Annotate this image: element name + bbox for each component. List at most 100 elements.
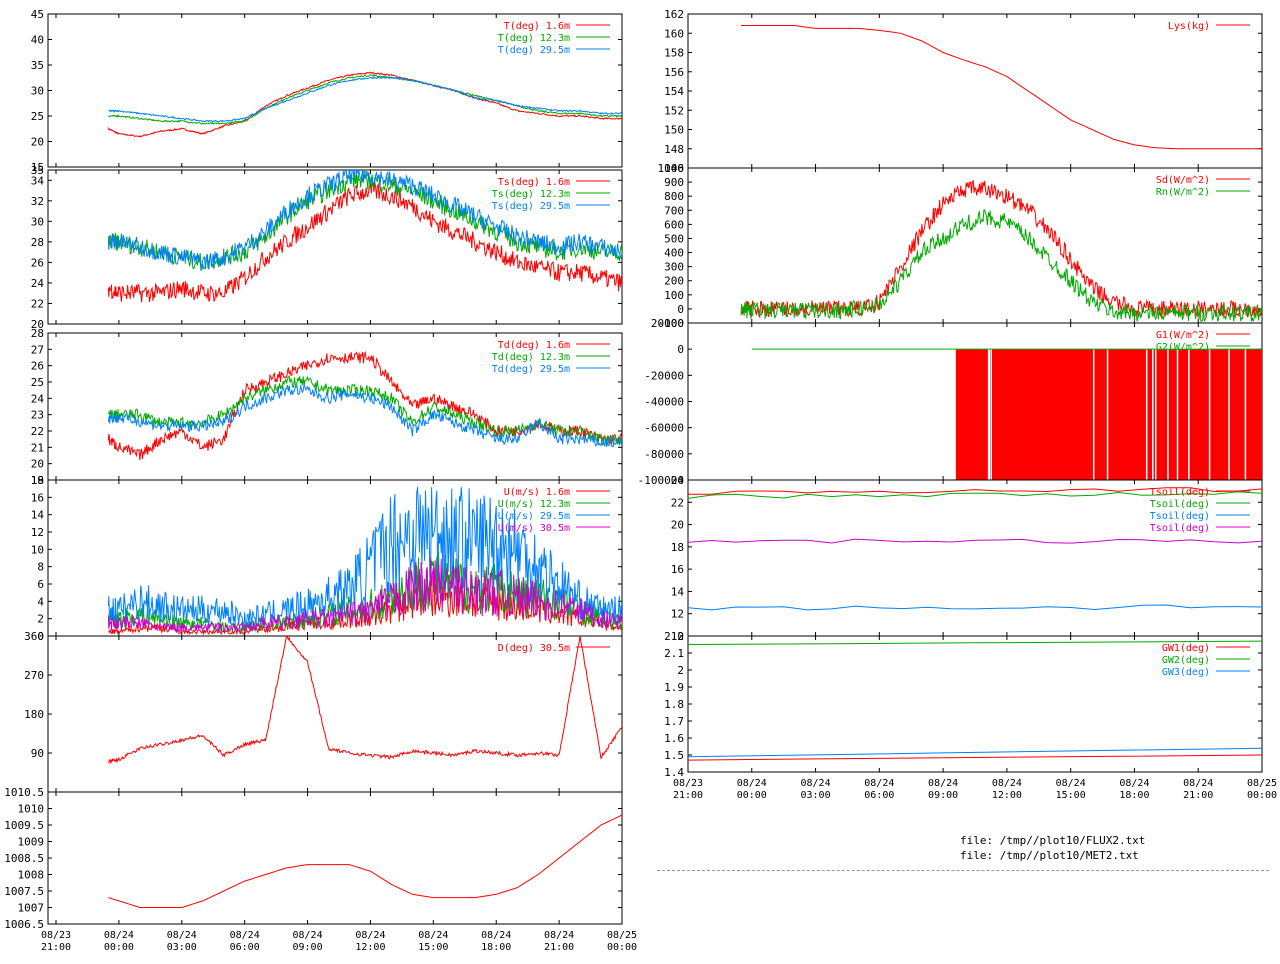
y-tick-label: 28 bbox=[31, 236, 44, 249]
series-line bbox=[108, 814, 622, 908]
x-tick-label: 08/24 bbox=[167, 930, 197, 941]
y-tick-label: 10 bbox=[671, 630, 684, 643]
legend-label: Sd(W/m^2) bbox=[1156, 175, 1210, 186]
y-tick-label: 20 bbox=[31, 458, 44, 471]
panel-pressure: 1006.5 1007 1007.5 1008 1008.5 1009 1009.5 1010… bbox=[4, 786, 623, 931]
y-tick-label: 148 bbox=[664, 143, 684, 156]
x-tick-label: 00:00 bbox=[1247, 790, 1277, 801]
y-tick-label: 1007 bbox=[18, 902, 45, 915]
y-tick-label: 500 bbox=[664, 232, 684, 245]
panel-lysimeter: 146 148 150 152 154 156 158 160 162 Lys(kg) bbox=[664, 8, 1263, 175]
y-tick-label: 16 bbox=[671, 563, 684, 576]
y-tick-label: 156 bbox=[664, 66, 684, 79]
series-line bbox=[107, 170, 622, 271]
y-tick-label: 24 bbox=[31, 277, 45, 290]
x-tick-label: 15:00 bbox=[418, 942, 448, 953]
separator-line bbox=[657, 870, 1269, 871]
y-tick-label: 1009.5 bbox=[4, 819, 44, 832]
y-tick-label: 10 bbox=[31, 543, 44, 556]
series-line bbox=[107, 350, 622, 461]
series-line bbox=[688, 747, 1262, 758]
y-tick-label: 400 bbox=[664, 247, 684, 260]
x-tick-label: 03:00 bbox=[167, 942, 197, 953]
y-tick-label: 158 bbox=[664, 47, 684, 60]
y-tick-label: -100000 bbox=[638, 474, 684, 487]
x-tick-label: 12:00 bbox=[355, 942, 385, 953]
legend-label: GW1(deg) bbox=[1162, 643, 1210, 654]
y-tick-label: 1007.5 bbox=[4, 885, 44, 898]
y-tick-label: 1.9 bbox=[664, 681, 684, 694]
legend-label: Tsoil(deg) bbox=[1150, 511, 1210, 522]
panel-soil_temp: 1012141618202224Tsoil(deg)Tsoil(deg)Tsoi… bbox=[671, 474, 1263, 643]
y-tick-label: 27 bbox=[31, 343, 44, 356]
series-line bbox=[107, 181, 622, 303]
legend-label: Tsoil(deg) bbox=[1150, 499, 1210, 510]
x-tick-label: 08/23 bbox=[41, 930, 71, 941]
x-tick-label: 21:00 bbox=[673, 790, 703, 801]
legend-label: Ts(deg) 12.3m bbox=[492, 189, 570, 200]
y-tick-label: 0 bbox=[677, 303, 684, 316]
legend-label: Ts(deg) 1.6m bbox=[498, 177, 570, 188]
flux-fill bbox=[955, 349, 1262, 480]
y-tick-label: 25 bbox=[31, 376, 44, 389]
y-tick-label: 700 bbox=[664, 204, 684, 217]
y-tick-label: 14 bbox=[671, 585, 685, 598]
series-line bbox=[688, 640, 1262, 645]
y-tick-label: 14 bbox=[31, 509, 45, 522]
x-tick-label: 08/24 bbox=[544, 930, 574, 941]
y-tick-label: 22 bbox=[31, 297, 44, 310]
series-line bbox=[107, 557, 622, 634]
y-tick-label: 1.6 bbox=[664, 732, 684, 745]
y-tick-label: 1010.5 bbox=[4, 786, 44, 799]
y-tick-label: 0 bbox=[37, 630, 44, 643]
series-line bbox=[740, 179, 1262, 319]
y-tick-label: 146 bbox=[664, 162, 684, 175]
y-tick-label: 1009 bbox=[18, 836, 45, 849]
y-tick-label: 900 bbox=[664, 176, 684, 189]
y-tick-label: 2 bbox=[677, 664, 684, 677]
x-tick-label: 08/25 bbox=[1247, 778, 1277, 789]
y-tick-label: 18 bbox=[31, 474, 44, 487]
x-tick-label: 08/24 bbox=[293, 930, 323, 941]
series-line bbox=[108, 636, 622, 764]
y-tick-label: 150 bbox=[664, 124, 684, 137]
plot-frame bbox=[47, 169, 623, 325]
panel-ground_flux: -100000 -80000 -60000 -40000 -20000 0 20000 G1(… bbox=[638, 317, 1263, 487]
y-tick-label: 22 bbox=[671, 496, 684, 509]
x-tick-label: 06:00 bbox=[230, 942, 260, 953]
plot-frame bbox=[687, 13, 1263, 169]
y-tick-label: 20 bbox=[31, 318, 44, 331]
x-tick-label: 21:00 bbox=[1183, 790, 1213, 801]
x-tick-label: 21:00 bbox=[544, 942, 574, 953]
x-tick-label: 09:00 bbox=[293, 942, 323, 953]
x-tick-label: 18:00 bbox=[481, 942, 511, 953]
legend-label: GW2(deg) bbox=[1162, 655, 1210, 666]
x-tick-label: 00:00 bbox=[607, 942, 637, 953]
y-tick-label: 1.7 bbox=[664, 715, 684, 728]
legend-label: Tsoil(deg) bbox=[1150, 487, 1210, 498]
x-tick-label: 08/25 bbox=[607, 930, 637, 941]
legend-label: Rn(W/m^2) bbox=[1156, 187, 1210, 198]
y-tick-label: 40 bbox=[31, 34, 44, 47]
y-tick-label: 8 bbox=[37, 561, 44, 574]
panel-groundwater: 1.4 1.5 1.6 1.7 1.8 1.9 2 2.1 2.2 GW1(deg)GW2(deg… bbox=[664, 630, 1263, 779]
series-line bbox=[688, 604, 1262, 611]
legend-label: U(m/s) 30.5m bbox=[498, 523, 570, 534]
y-tick-label: 1.5 bbox=[664, 749, 684, 762]
y-tick-label: 25 bbox=[31, 110, 44, 123]
y-tick-label: 1006.5 bbox=[4, 918, 44, 931]
x-tick-label: 08/24 bbox=[1119, 778, 1149, 789]
legend-label: Lys(kg) bbox=[1168, 21, 1210, 32]
y-tick-label: 2.1 bbox=[664, 647, 684, 660]
x-tick-label: 08/24 bbox=[481, 930, 511, 941]
y-tick-label: 1000 bbox=[658, 162, 685, 175]
x-tick-label: 08/24 bbox=[864, 778, 894, 789]
series-line bbox=[688, 538, 1262, 544]
x-tick-label: 08/24 bbox=[418, 930, 448, 941]
